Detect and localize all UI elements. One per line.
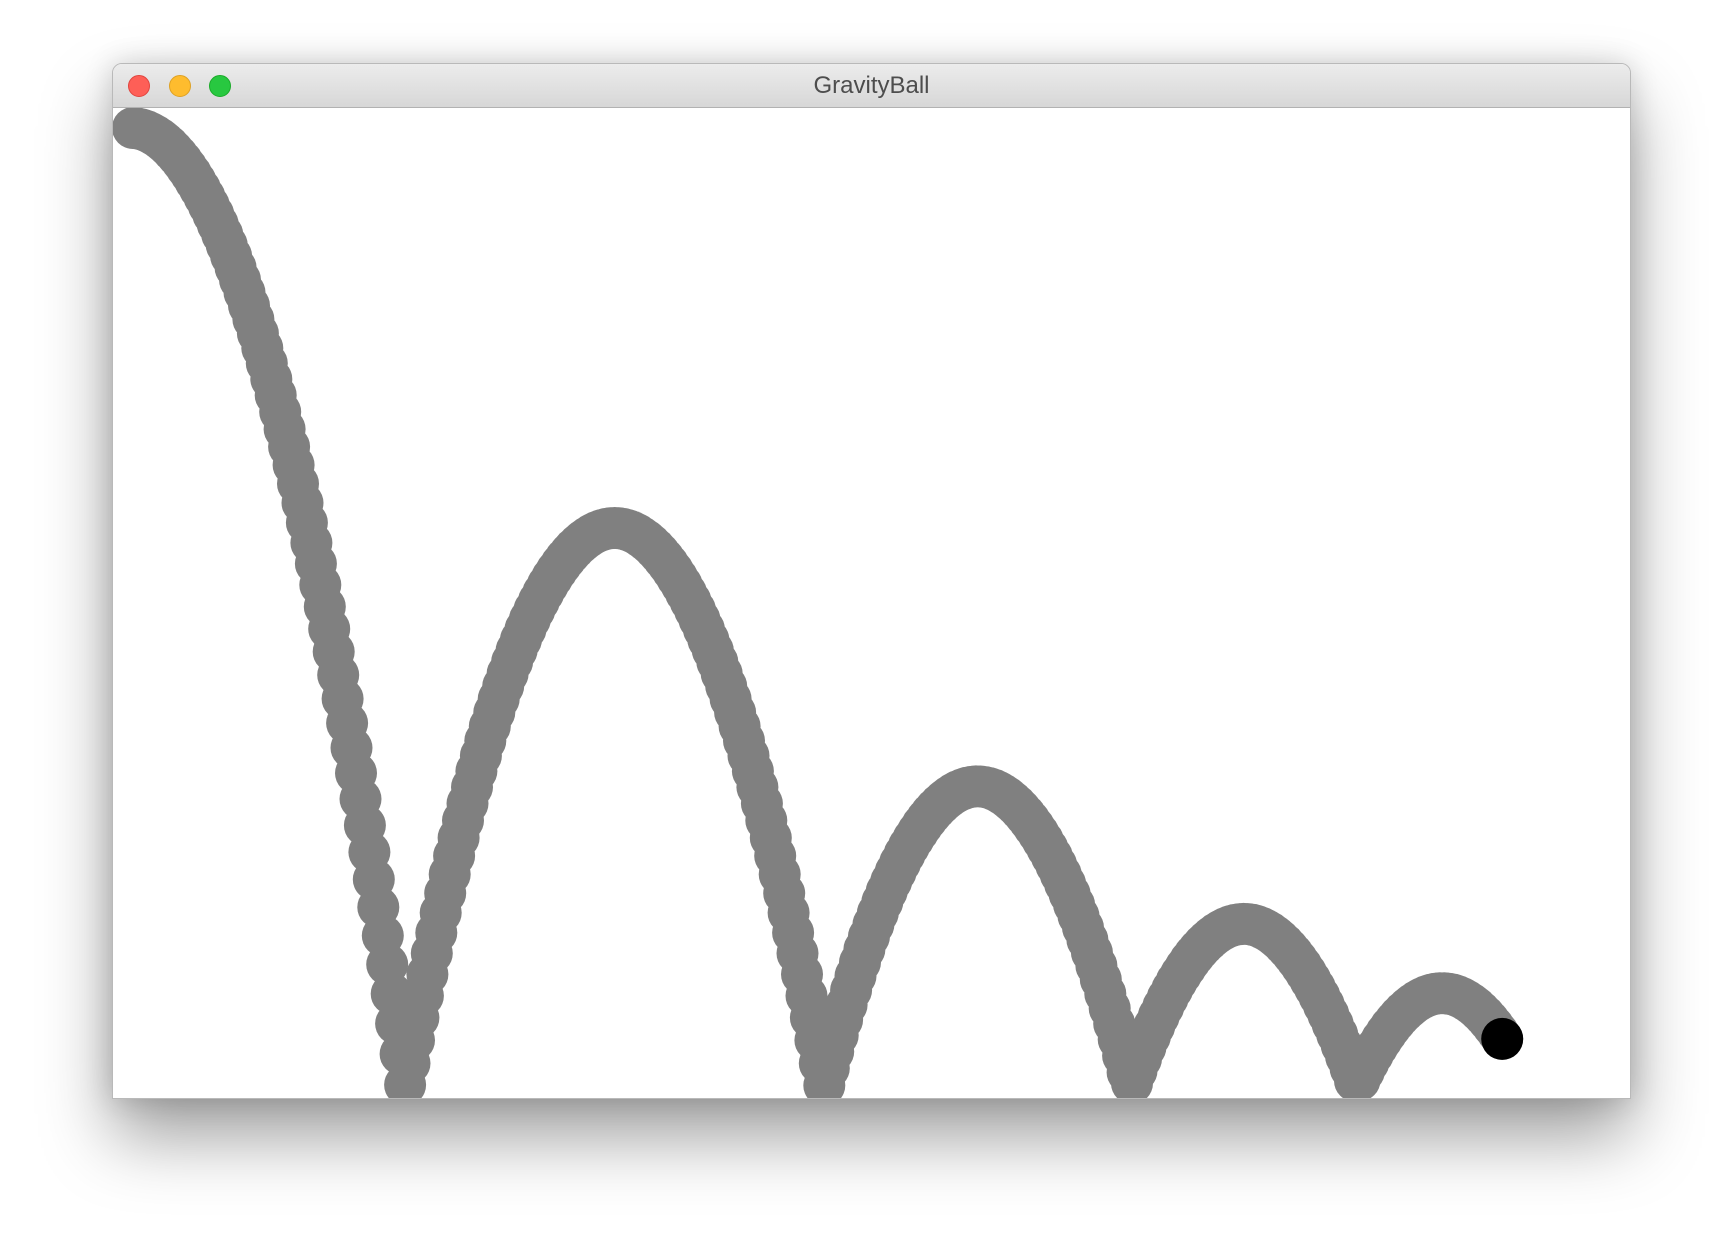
close-button[interactable]	[128, 75, 150, 97]
app-window: GravityBall	[112, 63, 1631, 1099]
ball	[1481, 1017, 1524, 1060]
window-title: GravityBall	[813, 72, 930, 99]
zoom-button[interactable]	[209, 75, 231, 97]
title-bar[interactable]: GravityBall	[113, 64, 1630, 108]
ball-trail	[113, 108, 1524, 1098]
minimize-button[interactable]	[169, 75, 191, 97]
drawing-canvas[interactable]	[113, 108, 1630, 1098]
scene-svg	[113, 108, 1524, 1098]
